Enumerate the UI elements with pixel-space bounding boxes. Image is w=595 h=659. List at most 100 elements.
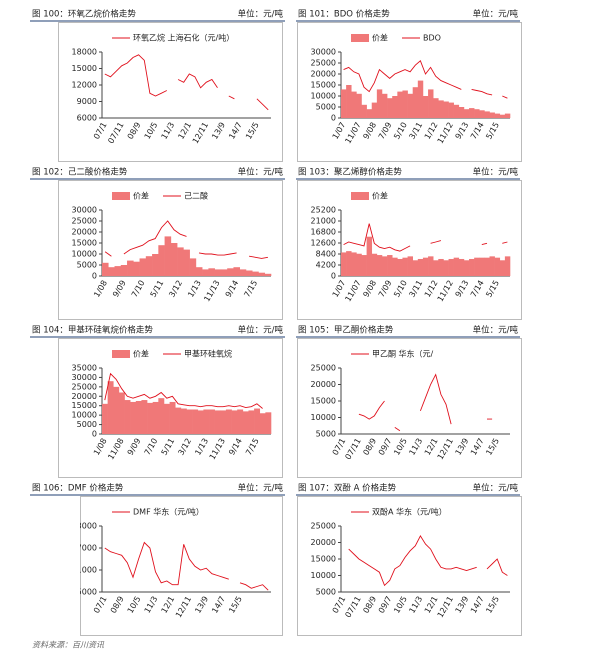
y-tick-label: 15000 <box>72 401 97 410</box>
legend-label: 环氧乙烷 上海石化（元/吨） <box>133 33 234 43</box>
y-tick-label: 10000 <box>311 571 336 580</box>
area-bar <box>371 102 378 118</box>
figure-caption: 图 102：己二酸价格走势 <box>32 167 128 178</box>
area-bar <box>264 273 272 276</box>
area-bar <box>203 409 210 434</box>
area-bar <box>192 409 199 434</box>
area-bar <box>107 381 114 434</box>
figure-caption: 图 101：BDO 价格走势 <box>298 9 390 20</box>
area-bar <box>443 260 449 276</box>
area-bar <box>356 253 362 276</box>
area-bar <box>169 401 176 434</box>
area-bar <box>433 98 439 118</box>
y-tick-label: 17000 <box>72 544 97 553</box>
y-tick-label: 15000 <box>72 64 97 73</box>
area-bar <box>208 268 215 276</box>
area-bar <box>397 91 403 118</box>
price-line <box>343 223 508 252</box>
area-bar <box>113 386 120 434</box>
legend-label: 甲基环硅氧烷 <box>184 349 232 359</box>
area-bar <box>242 411 249 434</box>
legend-swatch <box>112 350 130 358</box>
y-tick-label: 18000 <box>72 48 97 57</box>
area-bar <box>231 410 238 434</box>
area-bar <box>428 256 434 276</box>
y-tick-label: 15000 <box>311 397 336 406</box>
y-tick-label: 10000 <box>311 92 336 101</box>
area-bar <box>448 102 454 118</box>
area-bar <box>341 252 347 276</box>
chart-panel: 050001000015000200002500030000350001/081… <box>58 338 283 478</box>
area-bar <box>504 113 511 118</box>
y-tick-label: 5000 <box>316 103 336 112</box>
figure-caption: 图 100：环氧乙烷价格走势 <box>32 9 136 20</box>
area-bar <box>433 260 439 276</box>
y-tick-label: 15000 <box>311 555 336 564</box>
panel-frame <box>297 338 522 478</box>
area-bar <box>341 89 347 118</box>
area-bar <box>186 409 193 434</box>
y-tick-label: 25000 <box>311 364 336 373</box>
legend-swatch <box>112 192 130 200</box>
y-tick-label: 10000 <box>72 411 97 420</box>
area-bar <box>220 410 227 434</box>
figure-unit: 单位：元/吨 <box>473 9 519 20</box>
legend-label: DMF 华东（元/吨） <box>133 507 204 517</box>
y-tick-label: 11000 <box>72 566 97 575</box>
y-tick-label: 20000 <box>311 70 336 79</box>
area-bar <box>381 93 388 118</box>
area-bar <box>371 253 378 276</box>
area-bar <box>227 268 234 276</box>
area-bar <box>417 258 424 276</box>
area-bar <box>458 107 465 118</box>
area-bar <box>133 261 140 276</box>
area-bar <box>180 408 187 434</box>
legend-label: 己二酸 <box>184 191 208 201</box>
y-tick-label: 35000 <box>72 364 97 373</box>
area-bar <box>458 258 465 276</box>
price-line <box>104 541 269 591</box>
area-bar <box>189 258 197 276</box>
area-bar <box>412 260 419 276</box>
figure-unit: 单位：元/吨 <box>473 167 519 178</box>
source-note: 资料来源：百川资讯 <box>32 641 105 650</box>
y-tick-label: 25200 <box>311 206 336 215</box>
area-bar <box>114 266 122 276</box>
panel-frame <box>297 180 522 320</box>
legend-label: 价差 <box>133 349 149 359</box>
area-bar <box>407 93 413 118</box>
panel-frame <box>297 496 522 636</box>
figure-caption: 图 103：聚乙烯醇价格走势 <box>298 167 402 178</box>
area-bar <box>499 260 506 276</box>
area-bar <box>252 271 259 276</box>
y-tick-label: 16800 <box>311 228 336 237</box>
area-bar <box>417 80 424 118</box>
y-tick-label: 0 <box>92 430 97 439</box>
area-bar <box>422 96 429 118</box>
area-bar <box>402 90 408 118</box>
area-bar <box>265 412 272 434</box>
figure-unit: 单位：元/吨 <box>238 9 284 20</box>
area-bar <box>175 407 182 434</box>
area-bar <box>177 247 184 276</box>
chart-panel: 50001000015000200002500007/107/1108/909/… <box>297 338 522 478</box>
area-bar <box>469 258 475 276</box>
figure-caption: 图 104：甲基环硅氧烷价格走势 <box>32 325 153 336</box>
area-bar <box>366 109 373 118</box>
area-bar <box>376 255 383 276</box>
y-tick-label: 25000 <box>72 217 97 226</box>
figure-unit: 单位：元/吨 <box>238 483 284 494</box>
area-bar <box>387 255 393 276</box>
area-bar <box>422 257 429 276</box>
y-tick-label: 5000 <box>77 588 97 597</box>
area-bar <box>145 256 153 276</box>
area-bar <box>163 403 170 434</box>
legend-swatch <box>351 34 369 42</box>
area-bar <box>248 410 255 434</box>
y-tick-label: 15000 <box>72 239 97 248</box>
area-bar <box>147 402 153 434</box>
area-bar <box>494 257 501 276</box>
area-bar <box>233 267 241 276</box>
